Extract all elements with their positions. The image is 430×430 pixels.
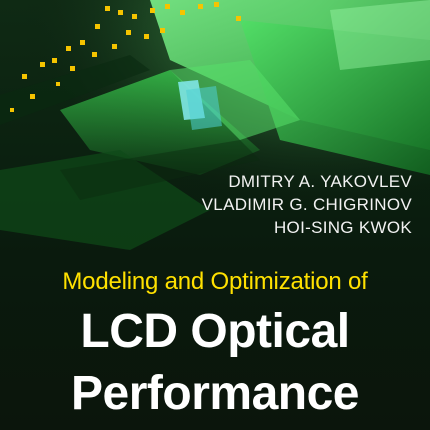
book-title-line-2: Performance xyxy=(71,367,359,420)
author-name: HOI-SING KWOK xyxy=(273,218,412,237)
author-name: DMITRY A. YAKOVLEV xyxy=(228,172,412,191)
book-title-line-1: LCD Optical xyxy=(80,305,350,358)
author-list: DMITRY A. YAKOVLEV VLADIMIR G. CHIGRINOV… xyxy=(202,170,412,239)
author-name: VLADIMIR G. CHIGRINOV xyxy=(201,195,412,214)
book-subtitle: Modeling and Optimization of xyxy=(62,268,368,295)
